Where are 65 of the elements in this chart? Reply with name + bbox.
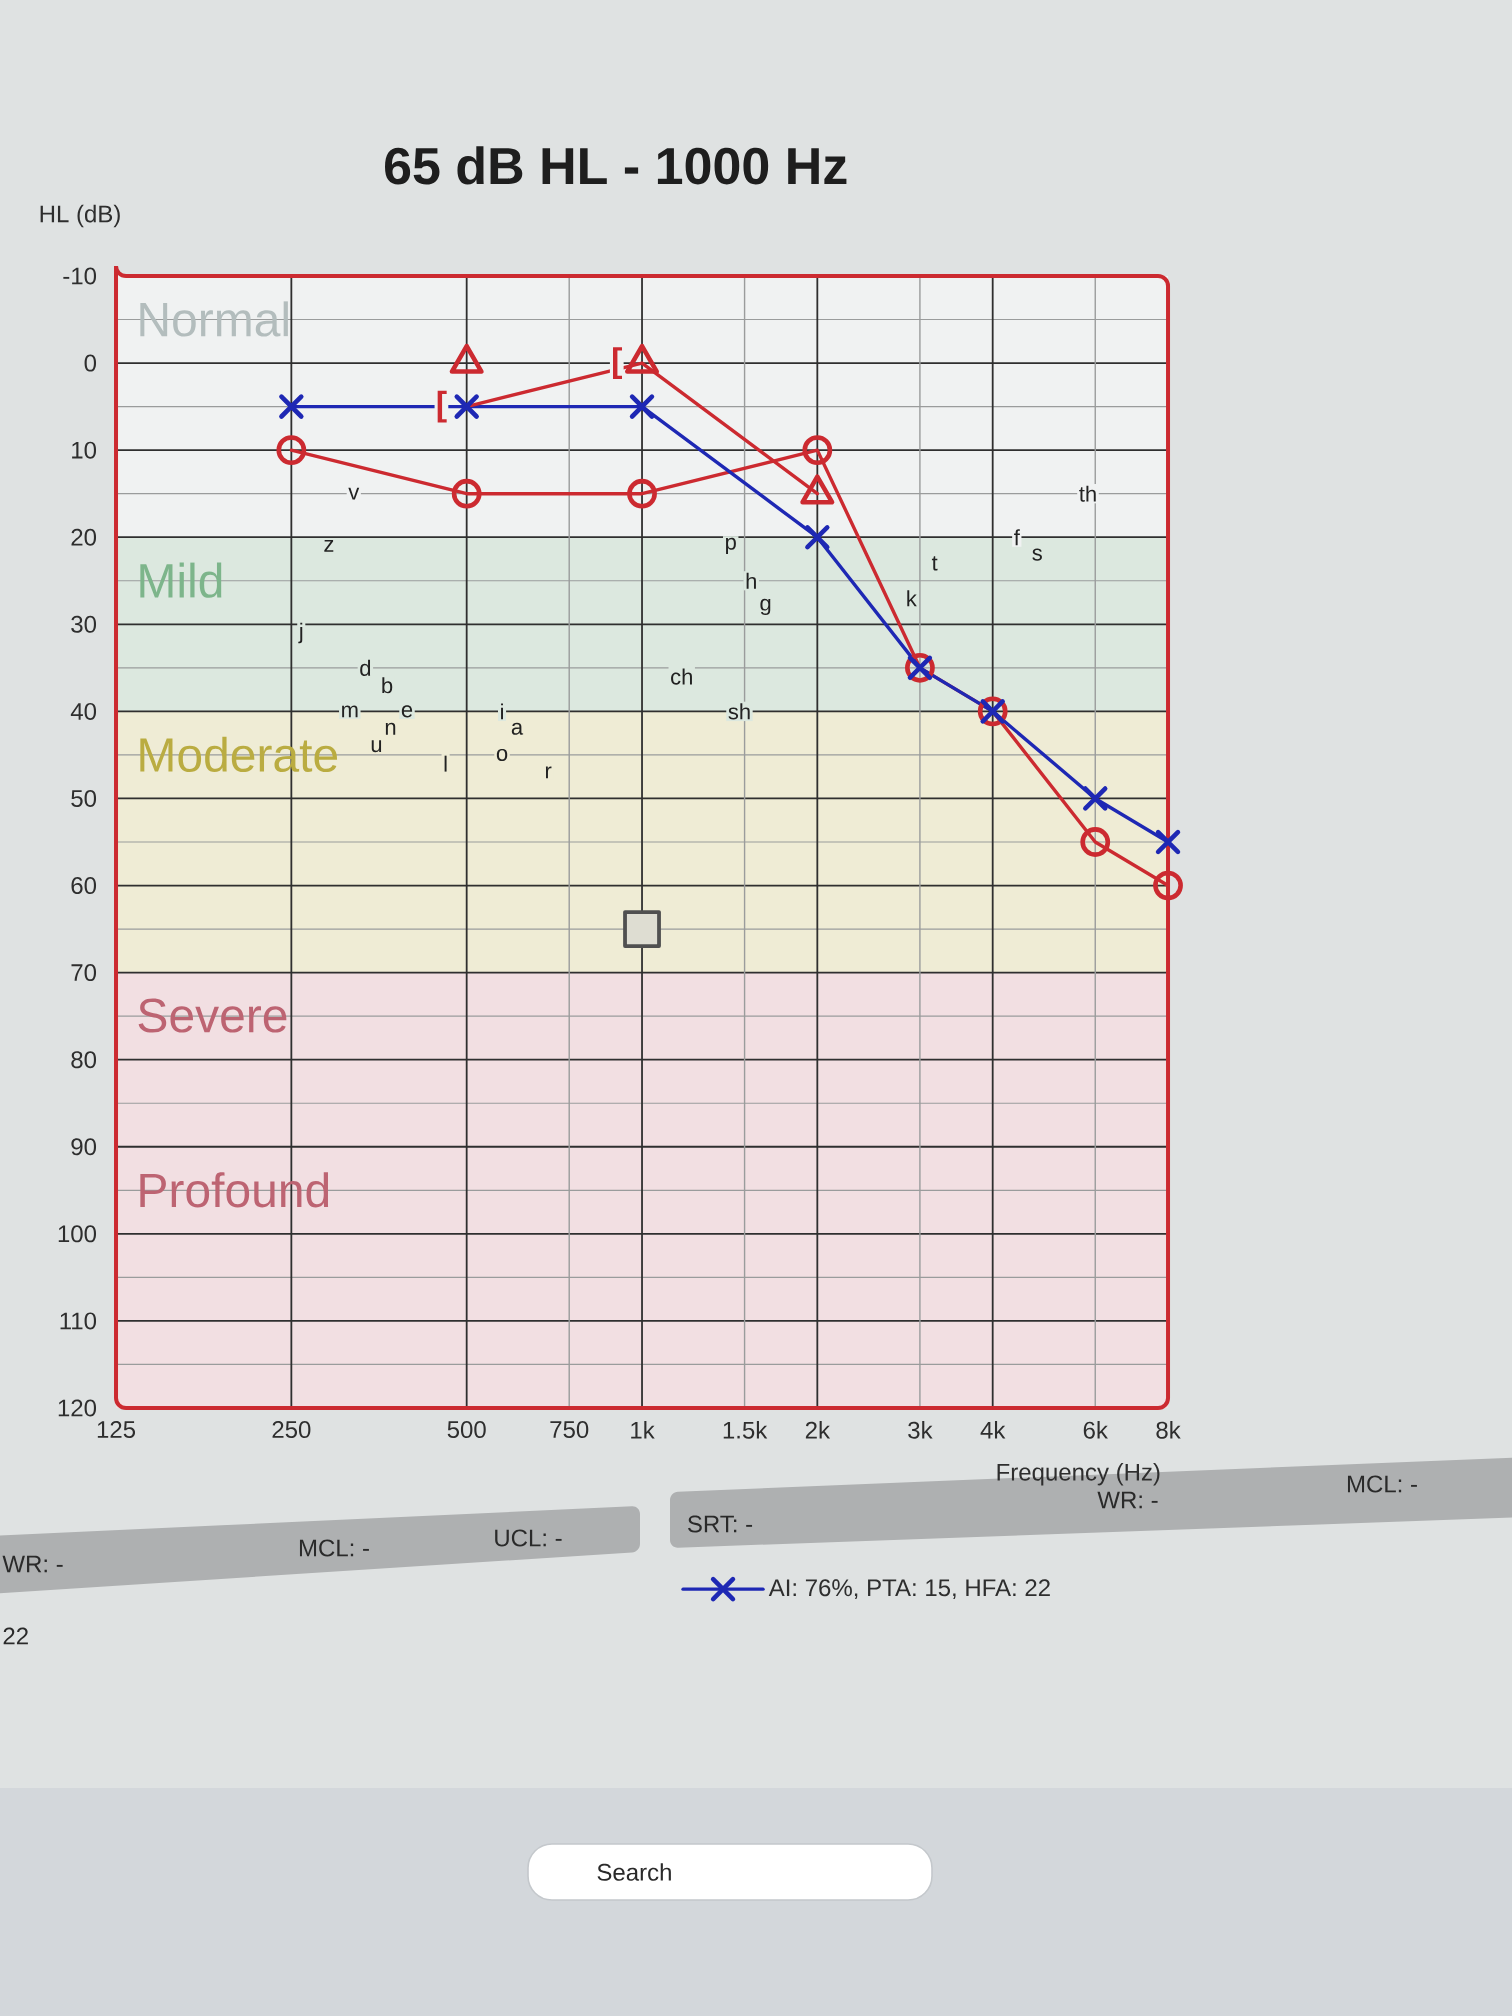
x-tick-label: 125	[97, 1421, 136, 1439]
y-tick-label: 10	[72, 441, 97, 459]
y-tick-label: 100	[58, 1225, 97, 1243]
x-tick-label: 3k	[908, 1421, 933, 1439]
annotation: [	[437, 390, 447, 423]
y-tick-label: 60	[71, 877, 97, 895]
y-tick-label: 120	[58, 1399, 97, 1417]
annotation: t	[931, 556, 938, 571]
annotation: k	[907, 590, 917, 607]
annotation: g	[760, 598, 771, 616]
band-label: Severe	[138, 998, 287, 1033]
y-axis-title: HL (dB)	[40, 204, 120, 228]
annotation: b	[382, 677, 393, 694]
annotation: [	[613, 347, 623, 379]
annotation: m	[342, 705, 358, 718]
y-tick-label: 90	[71, 1138, 97, 1156]
y-tick-label: 70	[71, 964, 97, 982]
text: MCL: -	[1347, 1475, 1417, 1493]
annotation: d	[360, 659, 371, 676]
x-tick-label: 4k	[980, 1421, 1006, 1439]
y-tick-label: 20	[71, 528, 97, 546]
x-tick-label: 6k	[1083, 1421, 1108, 1439]
legend-label: AI: 76%, PTA: 15, HFA: 22	[768, 1579, 1050, 1600]
y-tick-label: 30	[71, 615, 97, 633]
annotation: l	[444, 755, 447, 772]
x-tick-label: 750	[550, 1421, 589, 1439]
annotation: f	[1014, 529, 1020, 546]
annotation: v	[348, 487, 360, 500]
y-tick-label: 110	[60, 1312, 97, 1330]
x-tick-label: 2k	[805, 1421, 831, 1439]
annotation: e	[401, 705, 413, 718]
y-tick-label: 40	[70, 702, 97, 720]
annotation: p	[726, 537, 736, 555]
x-axis-title: Frequency (Hz)	[997, 1463, 1160, 1486]
x-tick-label: 500	[447, 1421, 486, 1439]
annotation: th	[1079, 485, 1096, 502]
x-tick-label: 1.5k	[723, 1421, 768, 1439]
text: SRT: -	[687, 1515, 753, 1533]
y-tick-label: 50	[71, 789, 97, 807]
text: WR: -	[1097, 1491, 1158, 1509]
annotation: sh	[728, 703, 750, 720]
y-tick-label: 80	[71, 1051, 97, 1069]
text: 22	[3, 1627, 28, 1645]
annotation: o	[496, 748, 508, 761]
y-tick-label: 0	[84, 354, 97, 372]
y-tick-label: -10	[63, 267, 97, 285]
text: MCL: -	[299, 1539, 369, 1557]
annotation: r	[545, 766, 552, 779]
x-tick-label: 1k	[631, 1421, 655, 1439]
text: UCL: -	[495, 1529, 562, 1547]
annotation: a	[511, 722, 524, 735]
annotation: ch	[671, 668, 692, 685]
chart-title: 65 dB HL - 1000 Hz	[385, 146, 847, 185]
annotation: i	[501, 703, 503, 720]
band-label: Mild	[140, 562, 222, 598]
annotation: z	[324, 540, 334, 552]
x-tick-label: 8k	[1156, 1421, 1181, 1439]
annotation: u	[371, 740, 382, 753]
annotation: j	[298, 622, 303, 644]
annotation: n	[385, 722, 396, 735]
annotation: h	[746, 572, 756, 589]
text: WR: -	[2, 1555, 63, 1573]
x-tick-label: 250	[272, 1421, 311, 1439]
text: Search	[597, 1863, 671, 1881]
annotation: s	[1032, 548, 1042, 561]
